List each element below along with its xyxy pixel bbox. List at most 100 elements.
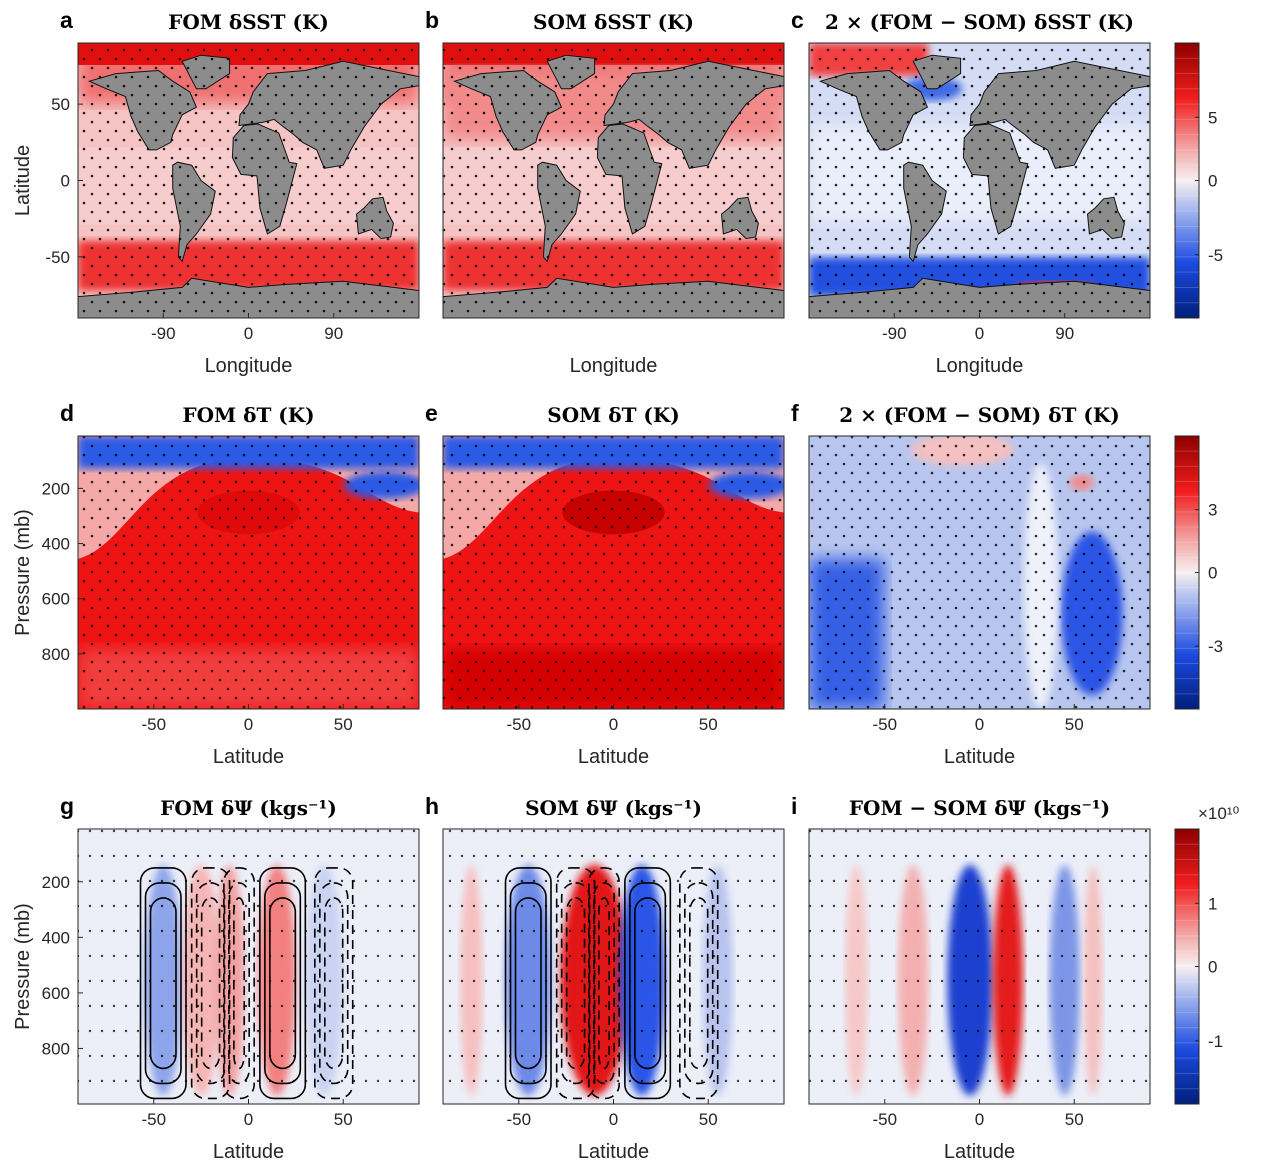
significance-stipple [443, 436, 784, 709]
colorbar-tick-label: 0 [1208, 172, 1217, 191]
x-axis-label: Longitude [936, 355, 1024, 377]
contour-line [555, 867, 596, 1100]
contour-line [588, 867, 620, 1100]
panel-title: SOM δΨ (kgs⁻¹) [525, 796, 702, 820]
y-tick-label: 50 [51, 95, 70, 114]
contour-line [269, 897, 297, 1070]
colorbar-tick-label: 0 [1208, 958, 1217, 977]
colorbar-tick-label: 0 [1208, 564, 1217, 583]
contour-line [560, 882, 591, 1085]
significance-stipple [78, 43, 419, 318]
x-tick-label: 0 [244, 1110, 253, 1129]
contour-line [200, 897, 221, 1070]
plot-area [443, 436, 784, 709]
plot-area [78, 829, 419, 1104]
contour-line [504, 867, 552, 1100]
panel-e: -50 0 50 Latitude SOM δT (K) e [425, 400, 785, 768]
y-tick-label: 200 [42, 479, 70, 498]
contour-line [259, 867, 307, 1100]
contour-line [314, 867, 354, 1100]
contour-line [684, 882, 714, 1085]
panel-title: FOM − SOM δΨ (kgs⁻¹) [849, 796, 1110, 820]
panel-title: SOM δT (K) [547, 403, 679, 427]
contour-line [324, 897, 344, 1070]
x-tick-label: 0 [609, 1110, 618, 1129]
colorbar-tick-label: 3 [1208, 501, 1217, 520]
y-tick-label: 800 [42, 1039, 70, 1058]
panel-letter: a [60, 7, 73, 33]
panel-f: -50 0 50 Latitude 2 × (FOM − SOM) δT (K) f 3 0 -… [791, 400, 1223, 768]
x-tick-label: 0 [609, 715, 618, 734]
contour-line [190, 867, 231, 1100]
plot-area [809, 43, 1150, 318]
colorbar-tick-label: -3 [1208, 637, 1223, 656]
plot-area [78, 436, 419, 709]
colorbar-exponent: ×10¹⁰ [1198, 804, 1239, 823]
contour-line [598, 897, 610, 1070]
panel-letter: f [791, 400, 799, 426]
contour-line [139, 867, 187, 1100]
y-axis-label: Pressure (mb) [12, 903, 34, 1030]
x-axis-label: Latitude [578, 746, 649, 768]
x-tick-label: -50 [506, 1110, 531, 1129]
colorbar-tick-label: -1 [1208, 1032, 1223, 1051]
contour-line [319, 882, 349, 1085]
x-tick-label: -50 [141, 1110, 166, 1129]
plot-area [809, 829, 1150, 1104]
panel-letter: g [60, 793, 74, 819]
contour-line [689, 897, 709, 1070]
panel-title: FOM δT (K) [182, 403, 314, 427]
contour-line [144, 882, 182, 1085]
significance-stipple [809, 829, 1150, 1104]
x-tick-label: 50 [1065, 715, 1084, 734]
x-axis-label: Latitude [944, 1141, 1015, 1163]
contour-line [634, 897, 662, 1070]
x-axis-label: Latitude [213, 1141, 284, 1163]
panel-letter: i [791, 793, 797, 819]
panel-title: FOM δSST (K) [168, 10, 329, 34]
x-tick-label: 0 [975, 324, 984, 343]
significance-stipple [443, 43, 784, 318]
plot-area [78, 43, 419, 318]
panel-title: FOM δΨ (kgs⁻¹) [160, 796, 337, 820]
panel-letter: b [425, 7, 439, 33]
axes-frame [442, 42, 785, 319]
contour-line [509, 882, 547, 1085]
panel-d: -50 0 50 200 400 600 800 Latitude Pressure (mb) F… [12, 400, 420, 768]
contour-line [514, 897, 542, 1070]
y-tick-label: 600 [42, 590, 70, 609]
contour-line [195, 882, 226, 1085]
colorbar-tick-label: 1 [1208, 894, 1217, 913]
x-tick-label: 50 [699, 715, 718, 734]
y-tick-label: 200 [42, 873, 70, 892]
x-tick-label: 90 [324, 324, 343, 343]
x-tick-label: 50 [334, 1110, 353, 1129]
x-tick-label: -90 [882, 324, 907, 343]
plot-area [443, 829, 784, 1104]
y-axis-label: Pressure (mb) [12, 509, 34, 636]
contour-line [629, 882, 667, 1085]
x-tick-label: 50 [699, 1110, 718, 1129]
panel-c: -90 0 90 Longitude 2 × (FOM − SOM) δSST (K) c… [791, 7, 1223, 377]
x-tick-label: 0 [244, 715, 253, 734]
x-tick-label: 50 [1065, 1110, 1084, 1129]
x-axis-label: Longitude [570, 355, 658, 377]
x-axis-label: Latitude [578, 1141, 649, 1163]
x-tick-label: -90 [151, 324, 176, 343]
contour-line [593, 882, 615, 1085]
contour-line [233, 897, 245, 1070]
x-axis-label: Latitude [213, 746, 284, 768]
contour-line [149, 897, 177, 1070]
panel-title: SOM δSST (K) [533, 10, 694, 34]
panel-letter: h [425, 793, 439, 819]
panel-h: -50 0 50 Latitude SOM δΨ (kgs⁻¹) h [425, 793, 785, 1163]
x-tick-label: -50 [141, 715, 166, 734]
x-axis-label: Longitude [205, 355, 293, 377]
x-tick-label: 90 [1055, 324, 1074, 343]
significance-stipple [809, 436, 1150, 709]
plot-area [443, 43, 784, 318]
y-tick-label: 800 [42, 645, 70, 664]
contour-line [264, 882, 302, 1085]
panel-a: -90 0 90 50 0 -50 Longitude Latitude FOM δSST (K… [12, 7, 420, 377]
